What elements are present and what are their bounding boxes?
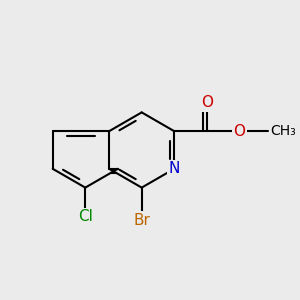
Text: O: O — [201, 95, 213, 110]
Text: Br: Br — [133, 213, 150, 228]
Text: O: O — [233, 124, 245, 139]
Text: N: N — [169, 161, 180, 176]
Text: Cl: Cl — [78, 209, 93, 224]
Text: CH₃: CH₃ — [270, 124, 296, 138]
